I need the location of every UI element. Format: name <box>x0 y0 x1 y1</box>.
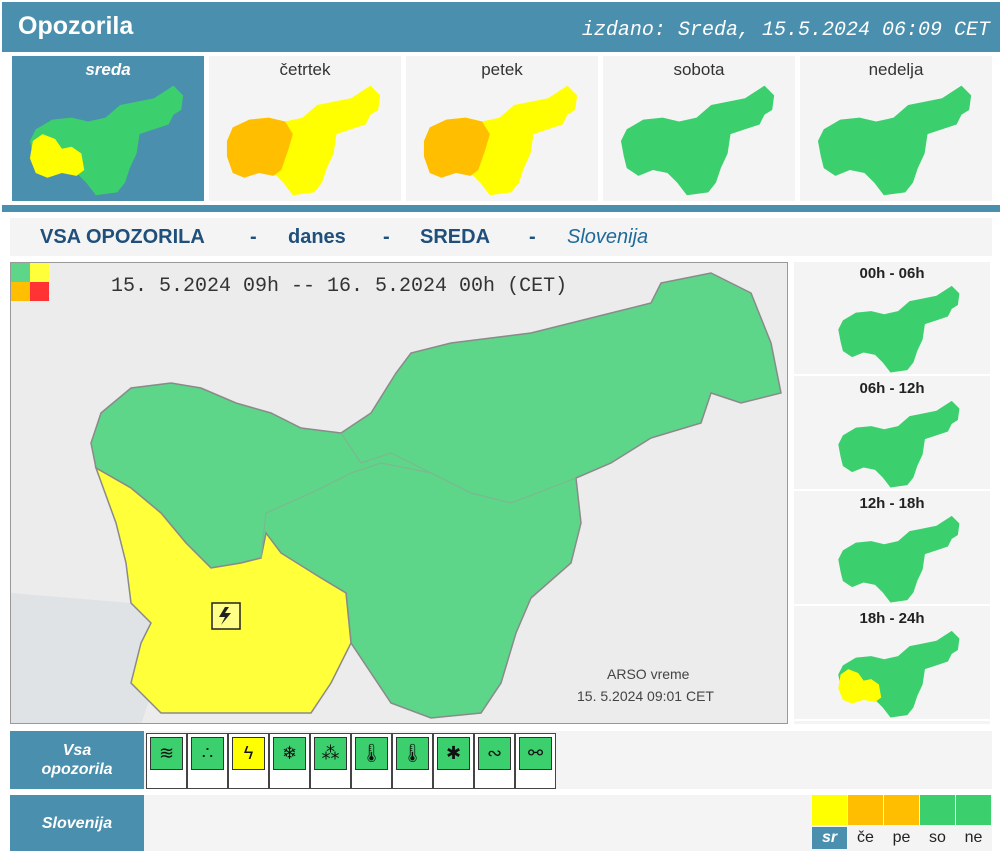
low-temperature-icon: 🌡 <box>396 737 429 770</box>
day-abbrev-label[interactable]: ne <box>964 829 983 846</box>
warning-type-7[interactable]: 🌡 <box>392 733 433 789</box>
period-map-4[interactable]: 18h - 24h <box>794 607 990 721</box>
day-abbrev-label[interactable]: sr <box>812 827 847 849</box>
period-label: 06h - 12h <box>859 380 925 397</box>
day-tab-1[interactable]: sreda <box>12 56 204 201</box>
day-tab-label: sreda <box>85 60 131 79</box>
period-label: 00h - 06h <box>859 265 925 282</box>
filter-today[interactable]: danes <box>288 226 346 248</box>
filter-separator: - <box>383 226 390 248</box>
warning-type-6[interactable]: 🌡 <box>351 733 392 789</box>
snow-rain-icon: ⁂ <box>314 737 347 770</box>
legend-orange <box>11 282 30 301</box>
legend-green <box>11 263 30 282</box>
map-credit: ARSO vreme 15. 5.2024 09:01 CET <box>577 663 714 707</box>
forest-fire-icon: ⚯ <box>519 737 552 770</box>
legend-red <box>30 282 49 301</box>
warning-type-5[interactable]: ⁂ <box>310 733 351 789</box>
day-level-swatch[interactable] <box>956 795 991 825</box>
wind-icon: ≋ <box>150 737 183 770</box>
divider <box>2 205 1000 212</box>
all-label-line2: opozorila <box>41 761 113 778</box>
filter-region[interactable]: Slovenija <box>567 226 649 248</box>
filter-day[interactable]: SREDA <box>420 226 491 248</box>
credit-source: ARSO vreme <box>607 666 690 682</box>
day-level-swatch[interactable] <box>884 795 919 825</box>
warning-type-1[interactable]: ≋ <box>146 733 187 789</box>
filter-separator: - <box>250 226 257 248</box>
region-label[interactable]: Slovenija <box>10 795 144 851</box>
rain-icon: ∴ <box>191 737 224 770</box>
day-abbrev-label[interactable]: če <box>857 829 874 846</box>
warning-map[interactable]: 15. 5.2024 09h -- 16. 5.2024 00h (CET) A… <box>10 262 788 724</box>
region-day-summary: sr če pe so ne <box>812 795 992 851</box>
warning-type-3[interactable]: ϟ <box>228 733 269 789</box>
warning-type-9[interactable]: ∾ <box>474 733 515 789</box>
day-abbrev-label[interactable]: so <box>929 829 946 846</box>
day-tab-3[interactable]: petek <box>406 56 598 201</box>
issued-timestamp: izdano: Sreda, 15.5.2024 06:09 CET <box>581 19 990 42</box>
filter-all-warnings[interactable]: VSA OPOZORILA <box>40 226 205 248</box>
day-level-swatch[interactable] <box>848 795 883 825</box>
all-warnings-row: Vsa opozorila ≋ ∴ ϟ ❄ ⁂ 🌡 🌡 ✱ ∾ ⚯ <box>10 731 992 789</box>
day-tab-label: nedelja <box>868 60 924 79</box>
filter-bar: VSA OPOZORILA - danes - SREDA - Slovenij… <box>10 218 992 256</box>
page-title: Opozorila <box>18 12 134 40</box>
slovenia-detail-map <box>11 263 787 723</box>
day-tab-label: petek <box>481 60 523 79</box>
thunderstorm-icon: ϟ <box>232 737 265 770</box>
day-tab-label: četrtek <box>279 60 331 79</box>
period-map-3[interactable]: 12h - 18h <box>794 492 990 606</box>
all-warnings-label[interactable]: Vsa opozorila <box>10 731 144 789</box>
day-tab-4[interactable]: sobota <box>603 56 795 201</box>
day-level-swatch[interactable] <box>920 795 955 825</box>
period-label: 12h - 18h <box>859 495 925 512</box>
period-map-1[interactable]: 00h - 06h <box>794 262 990 376</box>
day-tabs: sreda četrtek petek sobota nedelja <box>12 56 992 201</box>
validity-range: 15. 5.2024 09h -- 16. 5.2024 00h (CET) <box>111 275 568 298</box>
period-label: 18h - 24h <box>859 610 925 627</box>
period-maps: 00h - 06h 06h - 12h 12h - 18h 18h - 24h <box>794 262 990 724</box>
day-tab-label: sobota <box>673 60 725 79</box>
day-level-swatch[interactable] <box>812 795 847 825</box>
page-header: Opozorila izdano: Sreda, 15.5.2024 06:09… <box>2 2 1000 52</box>
snow-icon: ❄ <box>273 737 306 770</box>
all-label-line1: Vsa <box>62 742 92 759</box>
fog-icon: ∾ <box>478 737 511 770</box>
legend-yellow <box>30 263 49 282</box>
credit-time: 15. 5.2024 09:01 CET <box>577 688 714 704</box>
period-map-2[interactable]: 06h - 12h <box>794 377 990 491</box>
warning-type-4[interactable]: ❄ <box>269 733 310 789</box>
day-tab-5[interactable]: nedelja <box>800 56 992 201</box>
day-tab-2[interactable]: četrtek <box>209 56 401 201</box>
high-temperature-icon: 🌡 <box>355 737 388 770</box>
warning-type-2[interactable]: ∴ <box>187 733 228 789</box>
warning-type-8[interactable]: ✱ <box>433 733 474 789</box>
warning-type-10[interactable]: ⚯ <box>515 733 556 789</box>
day-abbrev-label[interactable]: pe <box>892 829 911 846</box>
region-row: Slovenija sr če pe so ne <box>10 795 992 851</box>
ice-icon: ✱ <box>437 737 470 770</box>
filter-separator: - <box>529 226 536 248</box>
